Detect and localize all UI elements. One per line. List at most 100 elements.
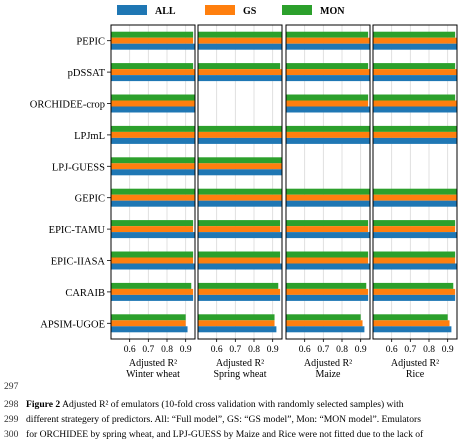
bar-gs — [111, 163, 195, 170]
bar-all — [286, 137, 370, 144]
bar-all — [198, 169, 282, 176]
bar-all — [198, 137, 282, 144]
legend-label: GS — [243, 6, 257, 17]
bar-gs — [111, 288, 194, 295]
bar-mon — [111, 188, 195, 195]
legend-swatch — [205, 5, 235, 15]
bar-mon — [111, 314, 186, 321]
x-tick-label: 0.9 — [355, 345, 367, 355]
bar-gs — [111, 100, 195, 107]
bar-mon — [286, 63, 369, 70]
category-label: CARAIB — [65, 288, 105, 299]
legend-label: ALL — [155, 6, 176, 17]
bar-all — [373, 43, 457, 50]
bar-gs — [111, 69, 195, 76]
bar-mon — [111, 125, 195, 132]
bar-gs — [286, 288, 369, 295]
panel-frame — [285, 24, 371, 340]
bar-all — [198, 326, 277, 333]
bar-gs — [111, 257, 194, 264]
x-tick-label: 0.9 — [442, 345, 454, 355]
bar-mon — [286, 220, 369, 227]
bar-gs — [198, 320, 275, 327]
bar-all — [286, 200, 370, 207]
panel-frame — [197, 24, 283, 340]
bar-mon — [198, 188, 282, 195]
bar-all — [111, 200, 195, 207]
bar-gs — [111, 320, 186, 327]
panel-title: Rice — [406, 369, 425, 380]
figure-chart: ALL GS MON PEPIC pDSSAT ORCHIDEE-crop LPJmL LPJ… — [30, 5, 458, 380]
caption-text: different strategery of predictors. All:… — [26, 414, 421, 425]
bar-mon — [286, 282, 367, 289]
figure-label: Figure 2 — [26, 399, 61, 410]
caption-text: Adjusted R² of emulators (10-fold cross … — [60, 399, 404, 410]
bar-all — [373, 263, 457, 270]
x-tick-label: 0.8 — [161, 345, 173, 355]
bar-mon — [286, 31, 369, 38]
bar-all — [286, 263, 370, 270]
bar-all — [286, 294, 369, 301]
x-axis-label: Adjusted R² — [216, 358, 264, 369]
category-label: EPIC-IIASA — [51, 257, 106, 268]
bar-gs — [198, 288, 281, 295]
bar-all — [373, 200, 457, 207]
bar-gs — [286, 37, 370, 44]
bar-gs — [198, 131, 282, 138]
bar-gs — [286, 69, 370, 76]
bar-mon — [111, 63, 194, 70]
caption-line-299: 299 different strategery of predictors. A… — [0, 414, 421, 426]
legend-entry-all: ALL — [117, 5, 176, 17]
bar-gs — [198, 194, 282, 201]
bar-mon — [198, 251, 281, 258]
bar-mon — [111, 251, 194, 258]
bar-all — [286, 106, 370, 113]
panel-frame — [110, 24, 196, 340]
bar-mon — [373, 220, 456, 227]
bar-all — [198, 294, 281, 301]
x-axis-label: Adjusted R² — [304, 358, 352, 369]
bar-gs — [198, 163, 282, 170]
category-label: APSIM-UGOE — [40, 319, 105, 330]
bar-all — [198, 75, 282, 82]
caption-text: for ORCHIDEE by spring wheat, and LPJ-GU… — [26, 429, 424, 440]
bar-all — [373, 137, 457, 144]
bar-all — [373, 232, 457, 239]
bar-mon — [198, 220, 281, 227]
bar-mon — [373, 63, 456, 70]
bar-all — [373, 326, 452, 333]
bar-gs — [111, 37, 194, 44]
bar-mon — [286, 188, 370, 195]
panel-frame — [372, 24, 458, 340]
bar-mon — [373, 188, 457, 195]
x-tick-label: 0.6 — [124, 345, 136, 355]
bar-all — [198, 200, 282, 207]
legend-label: MON — [320, 6, 345, 17]
category-label: LPJmL — [74, 131, 105, 142]
bar-mon — [373, 251, 456, 258]
bar-gs — [286, 320, 363, 327]
category-label: PEPIC — [76, 37, 105, 48]
legend-entry-mon: MON — [282, 5, 345, 17]
bar-all — [111, 137, 195, 144]
bar-mon — [111, 94, 195, 101]
caption-line-300: 300 for ORCHIDEE by spring wheat, and LPJ… — [0, 429, 423, 441]
bar-mon — [286, 314, 361, 321]
bar-mon — [198, 157, 282, 164]
bar-gs — [111, 194, 195, 201]
bar-gs — [373, 226, 456, 233]
category-label: GEPIC — [75, 194, 105, 205]
bar-gs — [111, 131, 195, 138]
bar-all — [198, 263, 282, 270]
x-tick-label: 0.7 — [229, 345, 241, 355]
bar-all — [286, 326, 365, 333]
bar-gs — [286, 194, 370, 201]
bar-gs — [373, 257, 456, 264]
bar-mon — [286, 251, 369, 258]
caption-line-297: 297 — [0, 381, 26, 393]
x-tick-label: 0.9 — [180, 345, 192, 355]
bar-gs — [373, 194, 457, 201]
bar-gs — [373, 288, 456, 295]
